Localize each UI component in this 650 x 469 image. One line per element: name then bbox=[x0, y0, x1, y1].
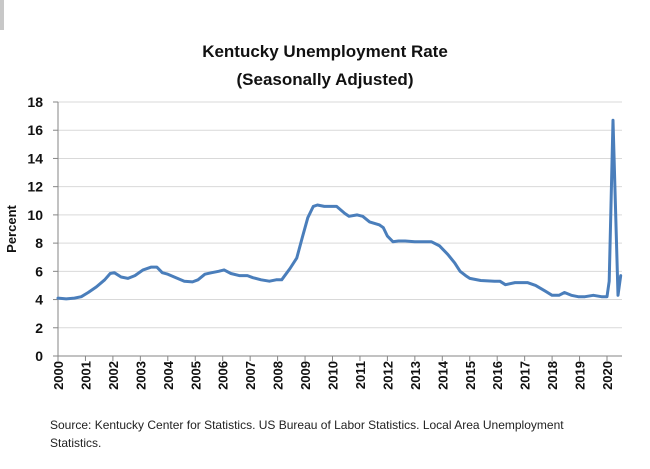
series-line bbox=[56, 118, 623, 301]
x-tick-label: 2008 bbox=[271, 361, 286, 390]
x-tick-label: 2020 bbox=[600, 361, 615, 390]
x-tick-label: 2019 bbox=[573, 361, 588, 390]
x-tick-label: 2009 bbox=[298, 361, 313, 390]
chart-title: Kentucky Unemployment Rate bbox=[202, 42, 448, 61]
x-tick-label: 2004 bbox=[161, 360, 176, 390]
y-tick-label: 2 bbox=[35, 320, 43, 336]
y-tick-label: 6 bbox=[35, 263, 43, 279]
x-tick-label: 2002 bbox=[106, 361, 121, 390]
x-tick-label: 2012 bbox=[380, 361, 395, 390]
y-tick-label: 8 bbox=[35, 235, 43, 251]
y-tick-labels: 0 2 4 6 8 10 12 14 16 18 bbox=[27, 94, 43, 364]
gridlines bbox=[53, 101, 622, 357]
x-tick-label: 2007 bbox=[243, 361, 258, 390]
y-tick-label: 16 bbox=[27, 122, 43, 138]
y-tick-label: 14 bbox=[27, 150, 43, 166]
y-tick-label: 18 bbox=[27, 94, 43, 110]
y-tick-label: 4 bbox=[35, 292, 43, 308]
x-tick-label: 2006 bbox=[216, 361, 231, 390]
window-edge-bar bbox=[0, 0, 4, 30]
x-tick-label: 2010 bbox=[326, 361, 341, 390]
axes bbox=[57, 102, 622, 361]
x-tick-label: 2000 bbox=[51, 361, 66, 390]
x-tick-label: 2003 bbox=[133, 361, 148, 390]
x-tick-label: 2014 bbox=[435, 360, 450, 390]
x-tick-label: 2001 bbox=[78, 361, 93, 390]
y-tick-label: 10 bbox=[27, 207, 43, 223]
x-tick-label: 2005 bbox=[188, 361, 203, 390]
chart-subtitle: (Seasonally Adjusted) bbox=[236, 70, 414, 89]
x-tick-label: 2016 bbox=[490, 361, 505, 390]
x-tick-label: 2013 bbox=[408, 361, 423, 390]
y-tick-label: 12 bbox=[27, 179, 43, 195]
source-note: Source: Kentucky Center for Statistics. … bbox=[50, 418, 564, 450]
x-tick-label: 2018 bbox=[545, 361, 560, 390]
x-tick-labels: 2000 2001 2002 2003 2004 2005 2006 2007 2008 2009… bbox=[51, 360, 615, 390]
series-group bbox=[56, 118, 623, 301]
y-axis-label: Percent bbox=[4, 204, 19, 252]
x-tick-label: 2017 bbox=[518, 361, 533, 390]
x-tick-label: 2015 bbox=[463, 361, 478, 390]
y-tick-label: 0 bbox=[35, 348, 43, 364]
x-tick-label: 2011 bbox=[353, 361, 368, 389]
